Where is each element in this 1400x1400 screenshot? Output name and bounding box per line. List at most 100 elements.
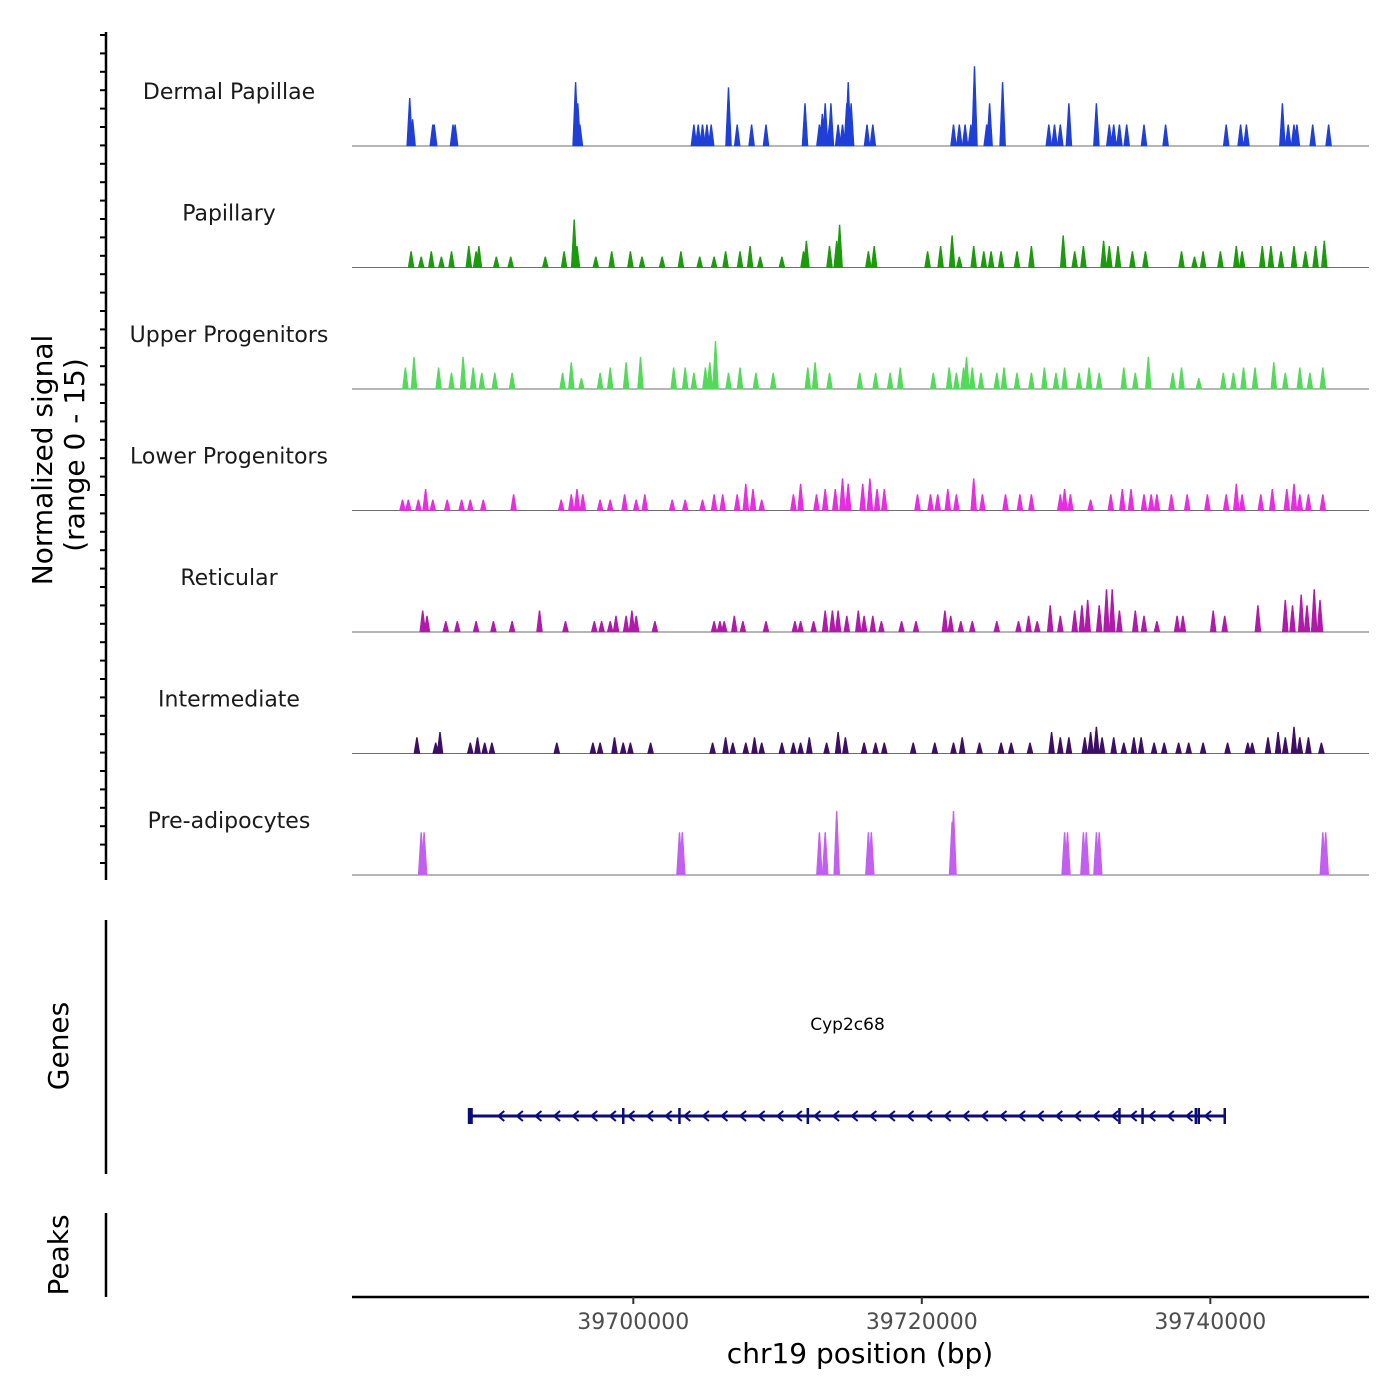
signal-peak bbox=[1120, 367, 1128, 390]
signal-peak bbox=[1081, 737, 1089, 754]
strand-chevron bbox=[1091, 1110, 1101, 1122]
signal-peak bbox=[1296, 367, 1304, 390]
signal-peak bbox=[1140, 615, 1148, 633]
gene-exon bbox=[1118, 1108, 1121, 1124]
signal-peak bbox=[1195, 378, 1203, 390]
signal-peak bbox=[491, 372, 499, 390]
signal-peak bbox=[409, 119, 416, 147]
signal-peak bbox=[1056, 737, 1064, 754]
signal-peak bbox=[1251, 367, 1259, 390]
signal-peak bbox=[1284, 124, 1292, 147]
signal-peak bbox=[611, 737, 618, 754]
signal-peak bbox=[722, 251, 729, 268]
track-upper-progenitors: Upper Progenitors bbox=[130, 323, 1369, 390]
signal-peak bbox=[1290, 246, 1298, 268]
signal-peak bbox=[573, 488, 581, 511]
signal-peak bbox=[699, 124, 706, 147]
signal-peak bbox=[762, 124, 770, 147]
signal-peak bbox=[839, 478, 846, 511]
signal-peak bbox=[790, 742, 797, 754]
signal-peak bbox=[749, 488, 757, 511]
signal-peak bbox=[606, 367, 614, 390]
signal-peak bbox=[1303, 605, 1311, 633]
signal-peak bbox=[725, 87, 732, 147]
signal-peak bbox=[475, 246, 483, 268]
signal-peak bbox=[950, 124, 957, 147]
signal-peak bbox=[961, 124, 969, 147]
signal-peak bbox=[632, 499, 640, 511]
strand-chevron bbox=[533, 1110, 543, 1122]
signal-peak bbox=[722, 737, 729, 754]
signal-peak bbox=[690, 372, 698, 390]
signal-peak bbox=[492, 256, 500, 268]
track-pre-adipocytes: Pre-adipocytes bbox=[148, 809, 1369, 876]
signal-peak bbox=[1140, 124, 1148, 147]
signal-peak bbox=[1322, 832, 1330, 876]
strand-chevron bbox=[701, 1110, 710, 1122]
x-tick-label: 39720000 bbox=[866, 1310, 978, 1335]
track-label: Dermal Papillae bbox=[143, 80, 315, 105]
signal-peak bbox=[422, 488, 429, 511]
signal-peak bbox=[1222, 494, 1230, 511]
signal-tracks: Dermal Papillae Papillary Upper Progenitor… bbox=[130, 66, 1369, 876]
signal-peak bbox=[1204, 494, 1211, 511]
signal-peak bbox=[1219, 372, 1227, 390]
signal-peak bbox=[621, 494, 628, 511]
signal-peak bbox=[720, 621, 728, 633]
signal-peak bbox=[1098, 737, 1106, 754]
signal-peak bbox=[813, 494, 820, 511]
signal-peak bbox=[478, 372, 486, 390]
signal-peak bbox=[803, 240, 810, 268]
signal-peak bbox=[725, 372, 732, 390]
signal-peak bbox=[826, 246, 833, 268]
signal-peak bbox=[746, 246, 754, 268]
strand-chevron bbox=[1203, 1110, 1212, 1122]
signal-peak bbox=[924, 251, 931, 268]
signal-peak bbox=[712, 340, 719, 390]
signal-peak bbox=[896, 367, 904, 390]
signal-peak bbox=[1178, 367, 1185, 390]
signal-peak bbox=[1191, 256, 1198, 268]
signal-peak bbox=[1075, 372, 1083, 390]
signal-peak bbox=[1095, 372, 1103, 390]
signal-peak bbox=[827, 103, 835, 147]
signal-peak bbox=[934, 494, 942, 511]
signal-peak bbox=[797, 621, 804, 633]
signal-peak bbox=[1118, 488, 1126, 511]
signal-peak bbox=[950, 742, 957, 754]
strand-chevron bbox=[1129, 1110, 1138, 1122]
gene-annotation: Cyp2c68 bbox=[467, 1015, 1226, 1124]
signal-peak bbox=[637, 356, 644, 390]
signal-peak bbox=[1120, 742, 1128, 754]
strand-chevron bbox=[980, 1110, 989, 1122]
signal-peak bbox=[612, 615, 620, 633]
signal-peak bbox=[510, 494, 517, 511]
signal-peak bbox=[1071, 251, 1079, 268]
signal-peak bbox=[606, 621, 614, 633]
signal-peak bbox=[573, 246, 581, 268]
signal-peak bbox=[1028, 372, 1035, 390]
signal-peak bbox=[1319, 494, 1327, 511]
signal-peak bbox=[1103, 589, 1110, 633]
signal-peak bbox=[987, 251, 995, 268]
strand-chevron bbox=[719, 1110, 729, 1122]
signal-peak bbox=[608, 251, 616, 268]
signal-peak bbox=[873, 488, 881, 511]
signal-peak bbox=[880, 488, 888, 511]
signal-peak bbox=[927, 494, 934, 511]
signal-peak bbox=[970, 246, 978, 268]
signal-peak bbox=[710, 621, 718, 633]
strand-chevron bbox=[515, 1110, 524, 1122]
signal-peak bbox=[541, 256, 549, 268]
signal-peak bbox=[1028, 246, 1035, 268]
signal-peak bbox=[1013, 251, 1021, 268]
signal-peak bbox=[1056, 615, 1064, 633]
signal-peak bbox=[878, 621, 885, 633]
strand-chevron bbox=[1017, 1110, 1026, 1122]
signal-peak bbox=[1297, 594, 1305, 633]
signal-peak bbox=[821, 610, 829, 633]
signal-peak bbox=[955, 256, 963, 268]
signal-peak bbox=[1140, 494, 1148, 511]
signal-peak bbox=[681, 367, 689, 390]
signal-peak bbox=[1160, 742, 1168, 754]
